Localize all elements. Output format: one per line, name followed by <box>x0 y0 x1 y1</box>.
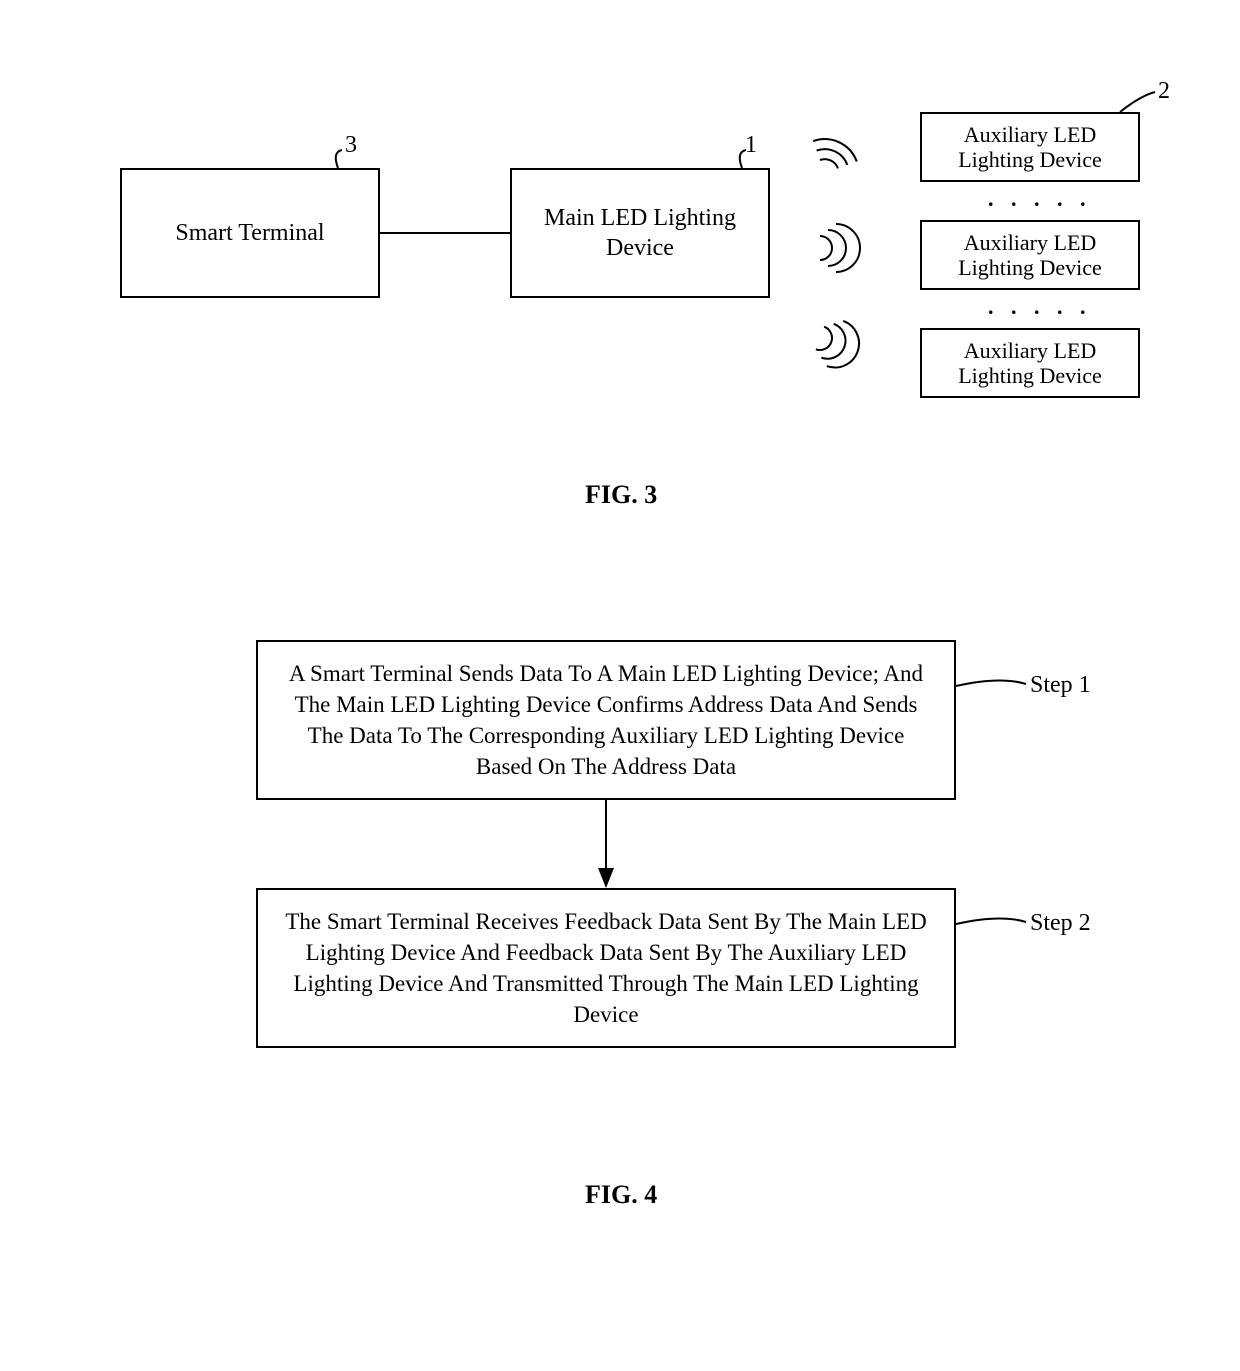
smart-terminal-text: Smart Terminal <box>175 220 324 247</box>
ref-label-3: 3 <box>345 132 357 159</box>
main-device-text: Main LED Lighting Device <box>544 203 736 263</box>
step1-box: A Smart Terminal Sends Data To A Main LE… <box>256 640 956 800</box>
ref-label-1: 1 <box>745 132 757 159</box>
step2-box: The Smart Terminal Receives Feedback Dat… <box>256 888 956 1048</box>
step1-label: Step 1 <box>1030 672 1091 699</box>
aux-device-box-2: Auxiliary LED Lighting Device <box>920 220 1140 290</box>
aux-device-box-1: Auxiliary LED Lighting Device <box>920 112 1140 182</box>
aux-device-text-1: Auxiliary LED Lighting Device <box>958 122 1102 173</box>
smart-terminal-box: Smart Terminal <box>120 168 380 298</box>
step1-text: A Smart Terminal Sends Data To A Main LE… <box>282 658 930 782</box>
step2-label: Step 2 <box>1030 910 1091 937</box>
aux-device-box-3: Auxiliary LED Lighting Device <box>920 328 1140 398</box>
aux-dots-2: . . . . . <box>988 294 1092 320</box>
step2-text: The Smart Terminal Receives Feedback Dat… <box>282 906 930 1030</box>
aux-device-text-3: Auxiliary LED Lighting Device <box>958 338 1102 389</box>
aux-device-text-2: Auxiliary LED Lighting Device <box>958 230 1102 281</box>
aux-dots-1: . . . . . <box>988 186 1092 212</box>
ref-label-2: 2 <box>1158 78 1170 105</box>
fig3-caption: FIG. 3 <box>585 480 657 510</box>
fig4-caption: FIG. 4 <box>585 1180 657 1210</box>
main-device-box: Main LED Lighting Device <box>510 168 770 298</box>
